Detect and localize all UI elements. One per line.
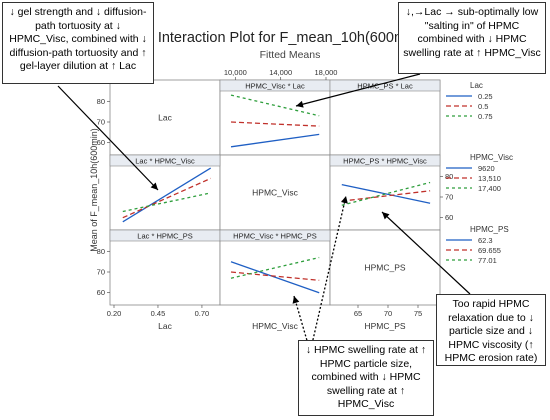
legend-label: 9620 bbox=[478, 164, 495, 173]
series-line bbox=[230, 261, 320, 294]
panel-title-strip bbox=[329, 154, 441, 167]
diagonal-label: Lac bbox=[158, 113, 172, 123]
panel-title: Lac * HPMC_Visc bbox=[135, 157, 195, 166]
arrowhead bbox=[150, 182, 158, 190]
chart-title: Interaction Plot for F_mean_10h(600min) bbox=[158, 30, 422, 46]
legend-label: 0.5 bbox=[478, 102, 488, 111]
legend-title: HPMC_Visc bbox=[470, 153, 513, 162]
panel-title: HPMC_Visc * HPMC_PS bbox=[233, 232, 317, 241]
arrowhead bbox=[382, 212, 390, 220]
y-tick-label: 80 bbox=[97, 97, 105, 106]
diagonal-label: HPMC_Visc bbox=[252, 188, 298, 198]
dotted-arrow bbox=[311, 195, 347, 345]
y-tick-label: 60 bbox=[97, 288, 105, 297]
annotation-gel-strength: ↓ gel strength and ↓ diffusion-path tort… bbox=[2, 2, 154, 84]
arrow-hpmc-relaxation bbox=[381, 211, 471, 295]
x-axis-label: Lac bbox=[158, 321, 172, 331]
x-axis-label: HPMC_Visc bbox=[252, 321, 298, 331]
arrowhead bbox=[296, 100, 304, 108]
series-line bbox=[341, 190, 431, 202]
panel-title: HPMC_PS * Lac bbox=[357, 82, 413, 91]
dotted-arrow bbox=[293, 295, 309, 345]
series-line bbox=[341, 183, 431, 204]
legend-label: 77.01 bbox=[478, 256, 497, 265]
panel-title: Lac * HPMC_PS bbox=[137, 232, 192, 241]
x-tick-label: 0.45 bbox=[151, 309, 166, 318]
y-tick-label: 60 bbox=[97, 138, 105, 147]
panel-title: HPMC_PS * HPMC_Visc bbox=[343, 157, 427, 166]
annotation-salting-in: ↓,→Lac → sub-optimally low "salting in" … bbox=[398, 2, 546, 74]
y-tick-label: 80 bbox=[445, 172, 453, 181]
series-line bbox=[122, 192, 211, 213]
x-tick-label: 0.70 bbox=[195, 309, 210, 318]
plot-layer: Lac HPMC_Visc HPMC_PS HPMC_Visc * Lac HPMC_P… bbox=[97, 68, 454, 331]
x-tick-label: 65 bbox=[354, 309, 362, 318]
panel-frame bbox=[109, 229, 221, 306]
series-line bbox=[230, 121, 320, 127]
panel-title: HPMC_Visc * Lac bbox=[245, 82, 305, 91]
arrow-salting-in bbox=[295, 73, 421, 107]
legend-label: 13,510 bbox=[478, 174, 501, 183]
panel-frame bbox=[219, 79, 331, 156]
series-line bbox=[122, 177, 211, 219]
y-tick-label: 80 bbox=[97, 247, 105, 256]
arrowhead bbox=[292, 296, 300, 304]
x-axis-label: HPMC_PS bbox=[364, 321, 405, 331]
x-tick-label: 75 bbox=[414, 309, 422, 318]
y-axis-label: Mean of F_mean_10h(600min) bbox=[89, 128, 99, 252]
panel-frame bbox=[109, 154, 221, 231]
y-tick-label: 70 bbox=[97, 268, 105, 277]
legend-title: Lac bbox=[470, 81, 483, 90]
panel-title-strip bbox=[219, 229, 331, 242]
chart-subtitle: Fitted Means bbox=[260, 49, 321, 61]
arrowhead bbox=[341, 196, 348, 204]
x-tick-label: 70 bbox=[384, 309, 392, 318]
series-line bbox=[230, 271, 320, 281]
arrow-gel-strength bbox=[57, 85, 159, 191]
legend-label: 62.3 bbox=[478, 236, 493, 245]
series-line bbox=[122, 167, 212, 223]
y-tick-label: 70 bbox=[445, 193, 453, 202]
x-tick-label: 0.20 bbox=[107, 309, 122, 318]
legend-label: 69.655 bbox=[478, 246, 501, 255]
panel-frame bbox=[329, 229, 441, 306]
annotation-arrows bbox=[57, 73, 471, 345]
y-tick-label: 60 bbox=[445, 213, 453, 222]
legend-label: 0.25 bbox=[478, 92, 493, 101]
legend-label: 17,400 bbox=[478, 184, 501, 193]
top-tick-label: 18,000 bbox=[315, 68, 338, 77]
panel-title-strip bbox=[109, 154, 221, 167]
top-tick-label: 10,000 bbox=[224, 68, 247, 77]
series-line bbox=[230, 133, 320, 148]
legend-title: HPMC_PS bbox=[470, 225, 509, 234]
diagonal-label: HPMC_PS bbox=[364, 263, 405, 273]
panel-frame bbox=[109, 79, 221, 156]
y-tick-label: 70 bbox=[97, 118, 105, 127]
annotation-hpmc-relaxation: Too rapid HPMC relaxation due to ↓ parti… bbox=[436, 294, 546, 366]
legend-label: 0.75 bbox=[478, 112, 493, 121]
top-tick-label: 14,000 bbox=[269, 68, 292, 77]
annotation-swelling-rate: ↓ HPMC swelling rate at ↑ HPMC particle … bbox=[298, 340, 434, 416]
panel-title-strip bbox=[329, 79, 441, 92]
